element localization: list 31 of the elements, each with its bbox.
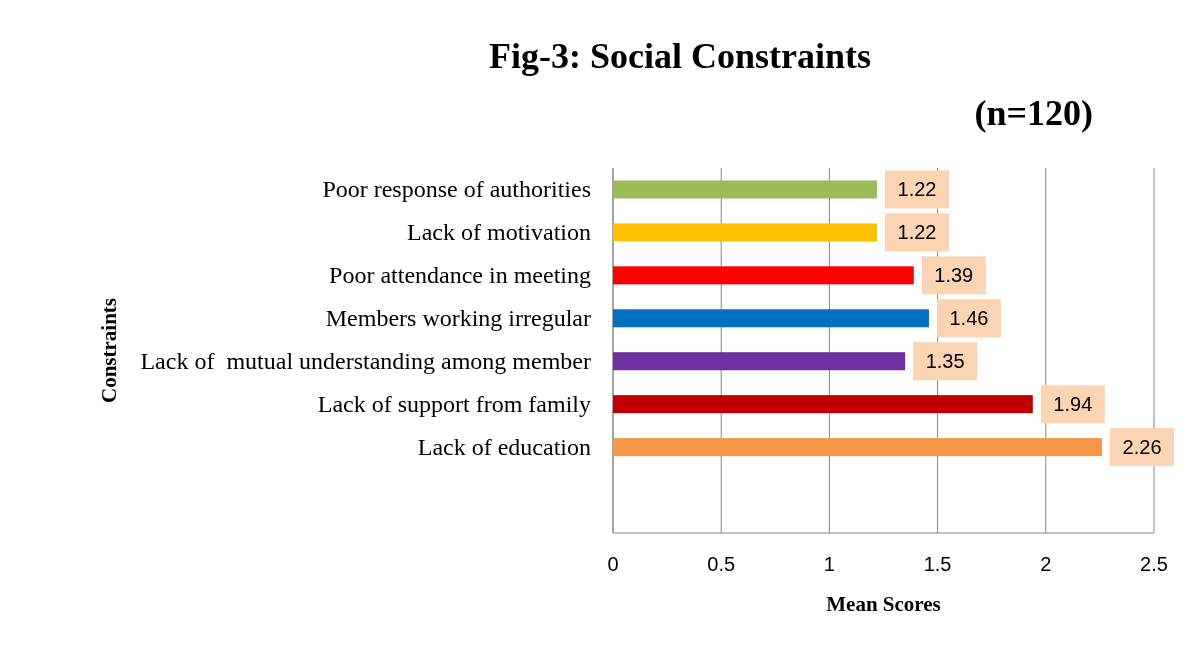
y-axis-title: Constraints <box>97 297 121 404</box>
x-tick-label: 1 <box>823 553 835 575</box>
bar <box>613 395 1033 414</box>
data-label: 1.39 <box>934 264 974 287</box>
y-tick-label: Members working irregular <box>325 305 591 332</box>
bar <box>613 180 878 199</box>
x-tick-label: 0 <box>607 553 619 575</box>
chart-title: Fig-3: Social Constraints <box>489 36 871 76</box>
y-tick-label: Lack of motivation <box>407 219 591 246</box>
x-tick-label: 2 <box>1040 553 1052 575</box>
y-tick-label: Lack of education <box>417 434 591 461</box>
y-tick-label: Lack of support from family <box>317 391 591 418</box>
x-axis-title: Mean Scores <box>826 592 941 616</box>
data-label: 1.22 <box>897 221 937 244</box>
y-tick-label: Poor attendance in meeting <box>329 262 591 289</box>
bar <box>613 266 914 285</box>
x-tick-label: 1.5 <box>923 553 952 575</box>
y-tick-label: Lack of mutual understanding among member <box>140 348 591 375</box>
bar <box>613 309 929 328</box>
chart-subtitle: (n=120) <box>974 93 1093 133</box>
y-tick-label: Poor response of authorities <box>322 176 591 203</box>
data-label: 2.26 <box>1122 436 1162 459</box>
x-tick-label: 2.5 <box>1140 553 1168 575</box>
data-label: 1.22 <box>897 178 937 201</box>
x-tick-label: 0.5 <box>707 553 736 575</box>
bar <box>613 438 1103 457</box>
data-label: 1.94 <box>1053 393 1093 416</box>
data-label: 1.46 <box>949 307 989 330</box>
bar <box>613 352 906 371</box>
bar <box>613 223 878 242</box>
data-label: 1.35 <box>925 350 965 373</box>
